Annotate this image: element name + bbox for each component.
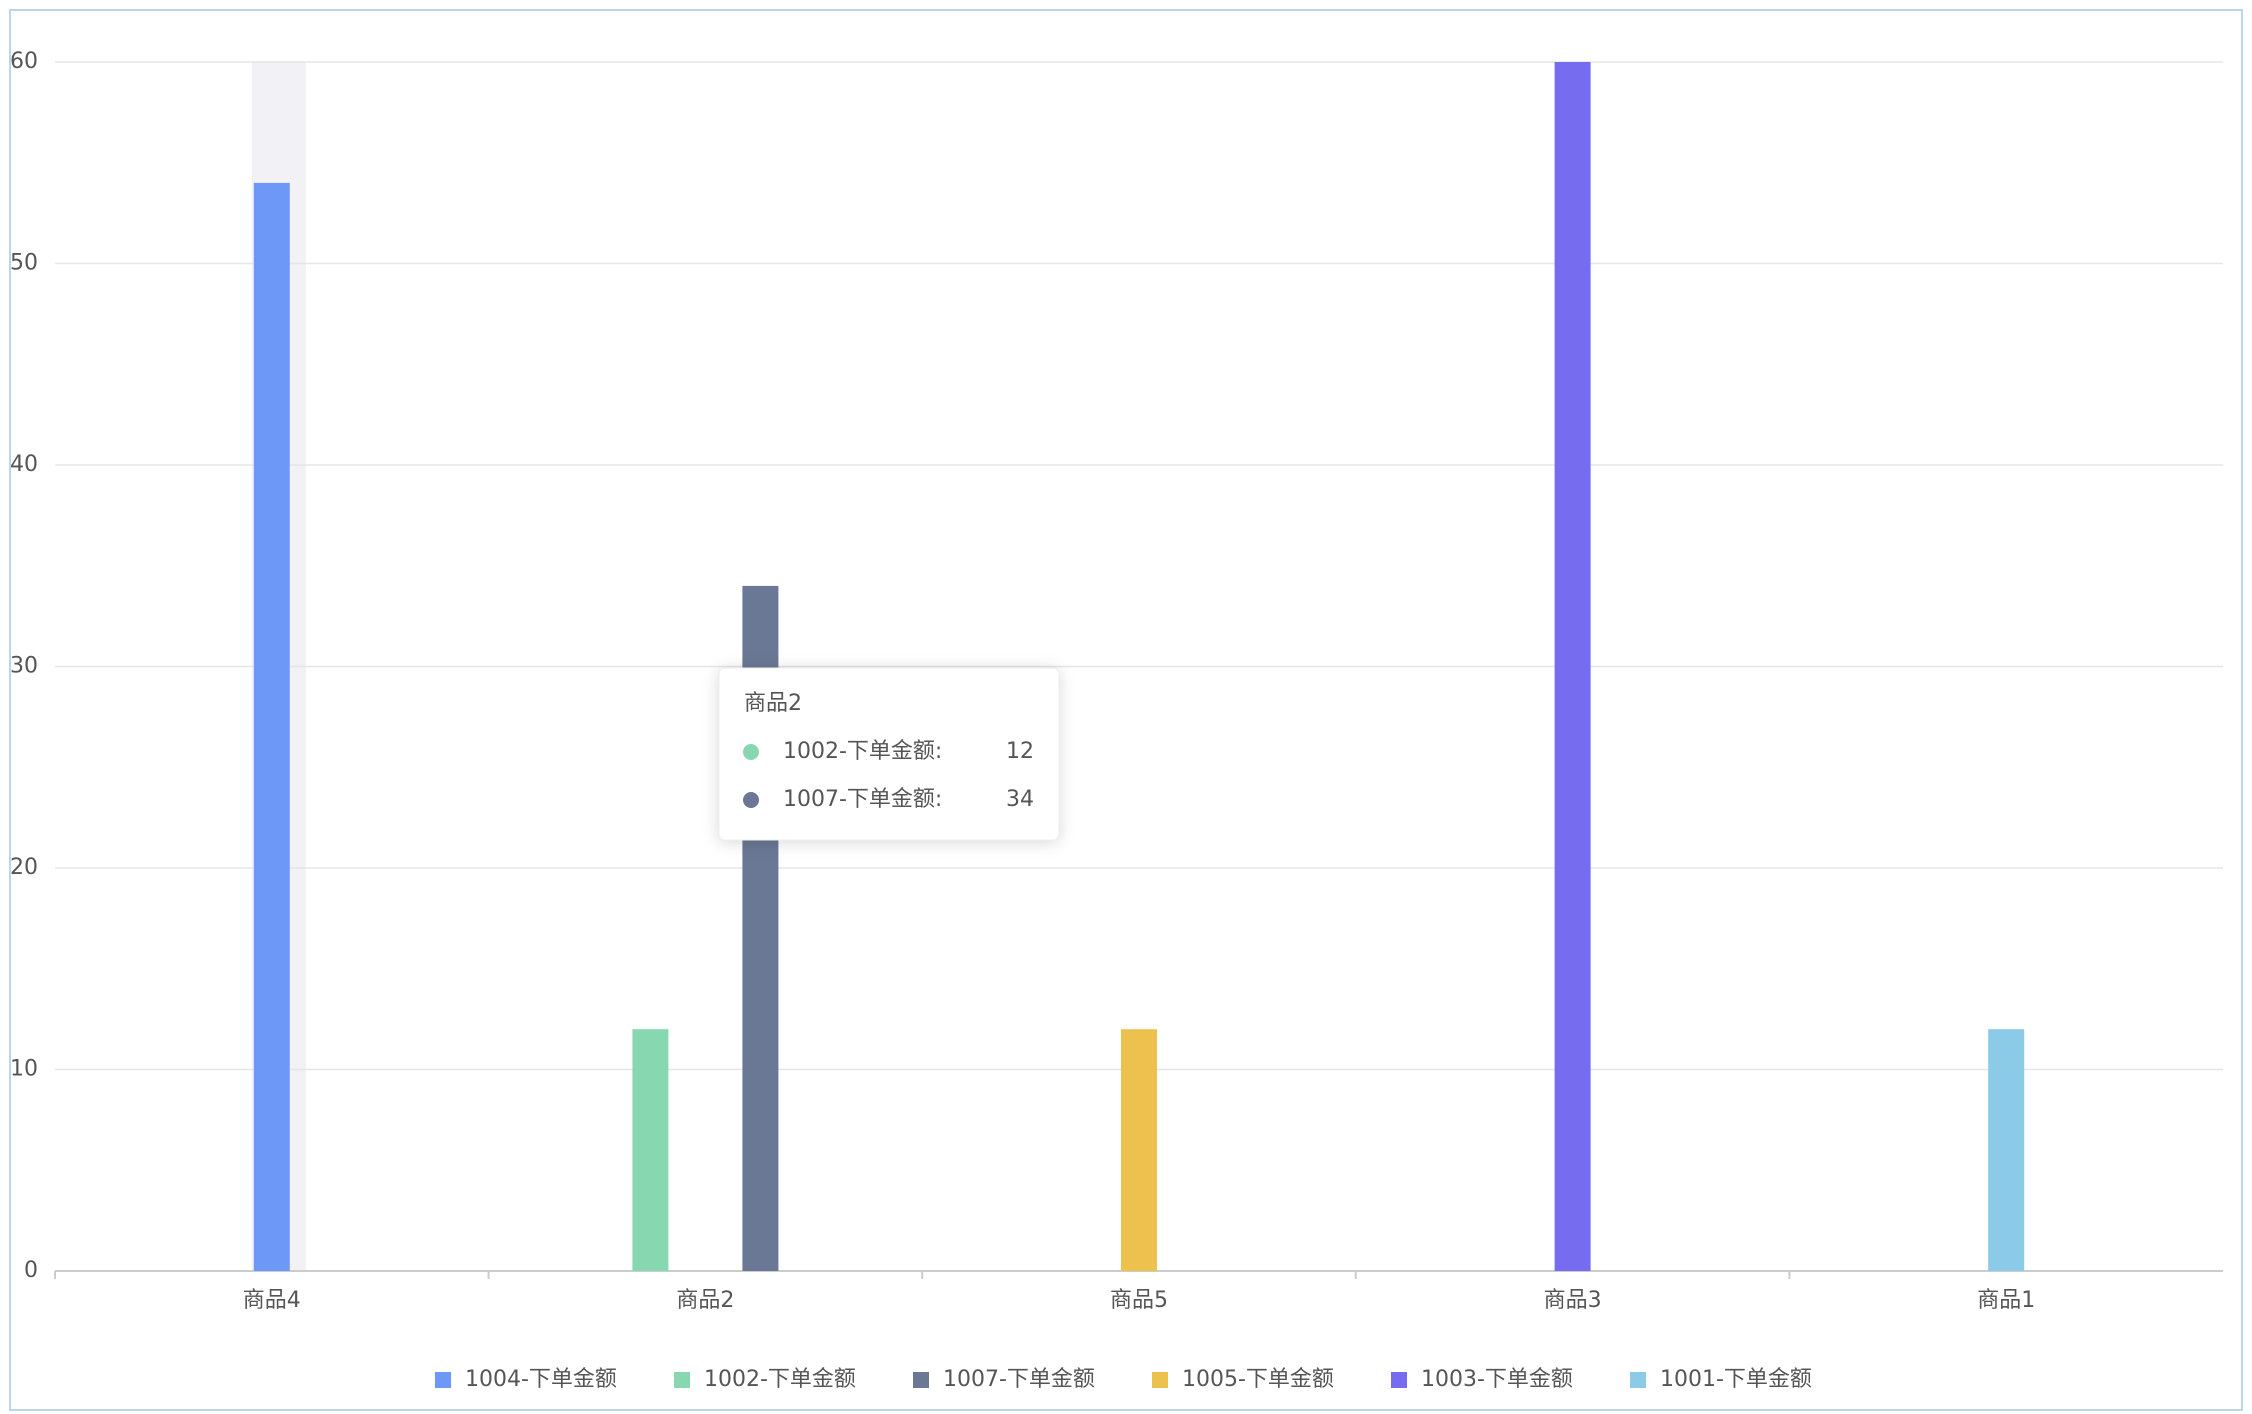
y-tick-label: 40: [10, 452, 38, 477]
y-tick-label: 60: [10, 49, 38, 74]
bar: [632, 1029, 669, 1271]
y-tick-label: 10: [10, 1057, 38, 1082]
y-tick-label: 30: [10, 654, 38, 679]
legend-swatch: [674, 1372, 690, 1388]
legend-label: 1007-下单金额: [943, 1367, 1095, 1392]
legend-swatch: [913, 1372, 929, 1388]
legend-label: 1002-下单金额: [704, 1367, 856, 1392]
tooltip-name: 1007-下单金额:: [783, 787, 942, 812]
legend-label: 1004-下单金额: [465, 1367, 617, 1392]
y-tick-label: 0: [24, 1258, 38, 1283]
x-tick-label: 商品1: [1977, 1288, 2035, 1313]
bar: [1988, 1029, 2025, 1271]
tooltip-name: 1002-下单金额:: [783, 739, 942, 764]
x-tick-label: 商品4: [243, 1288, 301, 1313]
legend-swatch: [1630, 1372, 1646, 1388]
tooltip-value: 34: [1006, 787, 1034, 812]
tooltip-box: [718, 667, 1060, 841]
bar: [1554, 62, 1591, 1271]
legend-swatch: [1152, 1372, 1168, 1388]
legend-swatch: [1391, 1372, 1407, 1388]
tooltip-dot: [743, 792, 759, 808]
tooltip: 商品2 1002-下单金额: 12 1007-下单金额: 34: [718, 667, 1060, 841]
legend-label: 1001-下单金额: [1660, 1367, 1812, 1392]
x-tick-label: 商品3: [1544, 1288, 1602, 1313]
y-tick-label: 20: [10, 855, 38, 880]
legend-label: 1005-下单金额: [1182, 1367, 1334, 1392]
tooltip-value: 12: [1006, 739, 1034, 764]
x-tick-label: 商品2: [676, 1288, 734, 1313]
y-tick-label: 50: [10, 251, 38, 276]
tooltip-dot: [743, 744, 759, 760]
bar: [253, 182, 290, 1271]
legend-label: 1003-下单金额: [1421, 1367, 1573, 1392]
bar: [1121, 1029, 1157, 1271]
tooltip-title: 商品2: [744, 691, 802, 716]
x-tick-label: 商品5: [1110, 1288, 1168, 1313]
legend-swatch: [435, 1372, 451, 1388]
